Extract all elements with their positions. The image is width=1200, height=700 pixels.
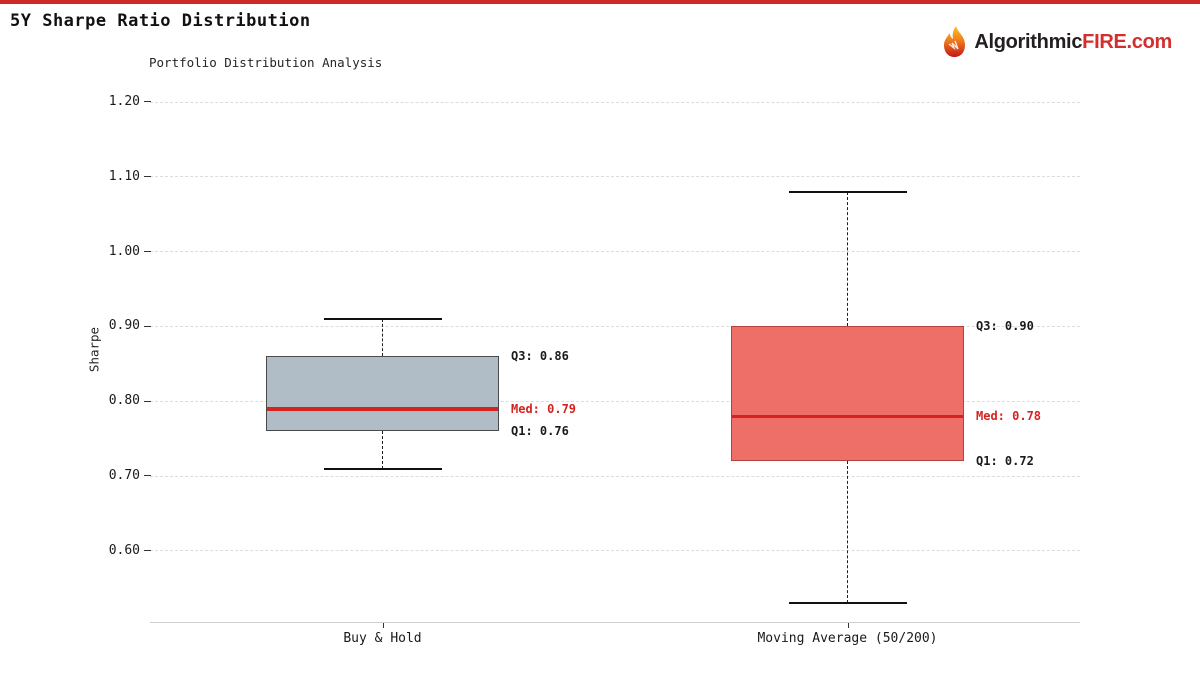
whisker-line-lower [846,461,848,604]
annotation-q3: Q3: 0.90 [976,319,1034,334]
gridline [150,176,1080,178]
flame-icon [942,26,968,58]
page-title: 5Y Sharpe Ratio Distribution [10,11,311,31]
annotation-q3: Q3: 0.86 [511,349,569,364]
whisker-cap-upper [788,190,907,193]
annotation-q1: Q1: 0.72 [976,454,1034,469]
y-tick-label: 1.10 [108,168,140,184]
box-2 [731,326,964,462]
median-line [732,414,963,419]
x-tick-mark [847,623,849,628]
gridline [150,101,1080,103]
gridline [150,251,1080,253]
x-axis-line [150,622,1080,623]
median-line [267,407,498,411]
x-tick-mark [382,623,384,628]
y-tick-mark [144,325,151,327]
annotation-q1: Q1: 0.76 [511,424,569,439]
gridline [150,400,1080,402]
gridline [150,550,1080,552]
chart-title: Portfolio Distribution Analysis [149,55,383,70]
y-tick-label: 0.60 [108,542,140,558]
gridline [150,475,1080,477]
brand-logo[interactable]: AlgorithmicFIRE.com [942,26,1172,58]
whisker-line-lower [381,431,383,469]
y-tick-mark [144,101,151,103]
x-tick-label: Moving Average (50/200) [757,631,938,646]
brand-name-tld: .com [1126,30,1173,53]
whisker-cap-lower [323,467,442,470]
brand-name: AlgorithmicFIRE.com [974,31,1172,54]
annotation-median: Med: 0.79 [511,401,577,416]
whisker-line-upper [846,191,848,327]
y-tick-label: 1.20 [108,94,140,109]
y-tick-mark [144,176,151,178]
y-tick-mark [144,250,151,252]
annotation-median: Med: 0.78 [976,409,1042,424]
y-tick-mark [144,400,151,402]
whisker-line-upper [381,319,383,357]
brand-name-secondary: FIRE [1082,30,1127,53]
y-tick-label: 0.90 [108,318,140,334]
y-tick-label: 1.00 [108,243,140,259]
whisker-cap-upper [323,318,442,320]
gridline [150,325,1080,327]
brand-name-primary: Algorithmic [974,30,1083,53]
whisker-cap-lower [788,602,907,605]
y-tick-label: 0.70 [108,468,140,484]
y-tick-mark [144,475,151,477]
y-tick-label: 0.80 [108,393,140,409]
x-tick-label: Buy & Hold [343,631,422,646]
box-1 [266,356,499,432]
y-tick-mark [144,550,151,552]
top-accent-bar [0,0,1200,4]
